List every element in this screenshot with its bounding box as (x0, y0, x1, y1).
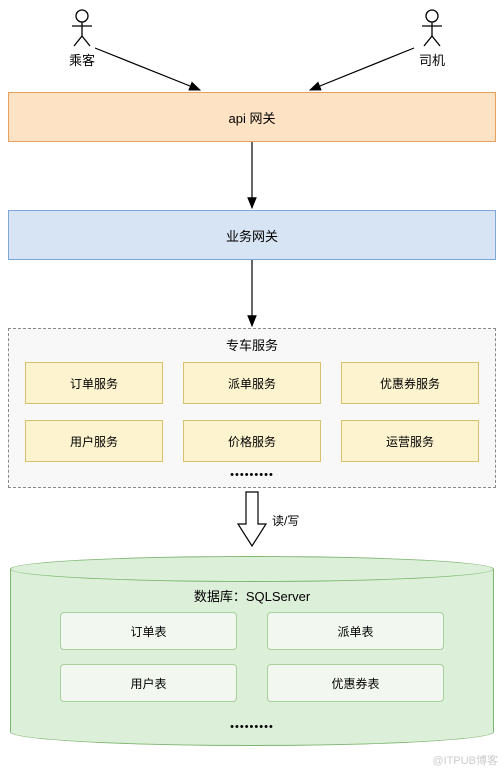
service-item: 价格服务 (183, 420, 321, 462)
biz-gateway-label: 业务网关 (226, 226, 278, 245)
database-top (10, 556, 494, 582)
read-write-label: 读/写 (272, 512, 299, 529)
ellipsis-icon: ••••••••• (10, 724, 494, 733)
database-table-item: 派单表 (267, 612, 444, 650)
service-container-title: 专车服务 (9, 329, 495, 358)
service-item: 运营服务 (341, 420, 479, 462)
read-write-arrow-icon (236, 490, 268, 550)
database-title: 数据库：SQLServer (10, 586, 494, 605)
service-item: 用户服务 (25, 420, 163, 462)
watermark-text: @ITPUB博客 (432, 752, 498, 768)
database-container: 数据库：SQLServer 订单表派单表用户表优惠券表 ••••••••• (10, 556, 494, 746)
database-table-item: 优惠券表 (267, 664, 444, 702)
service-grid: 订单服务派单服务优惠券服务用户服务价格服务运营服务 (9, 358, 495, 472)
service-item: 订单服务 (25, 362, 163, 404)
service-item: 优惠券服务 (341, 362, 479, 404)
service-item: 派单服务 (183, 362, 321, 404)
database-grid: 订单表派单表用户表优惠券表 (60, 612, 444, 702)
database-table-item: 订单表 (60, 612, 237, 650)
service-container: 专车服务 订单服务派单服务优惠券服务用户服务价格服务运营服务 ••••••••• (8, 328, 496, 488)
ellipsis-icon: ••••••••• (9, 472, 495, 481)
biz-gateway-box: 业务网关 (8, 210, 496, 260)
database-table-item: 用户表 (60, 664, 237, 702)
